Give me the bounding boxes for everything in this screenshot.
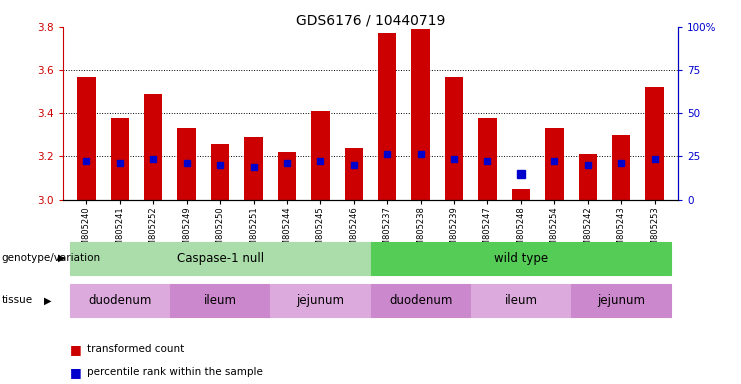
Bar (579, 154, 597, 200)
Text: jejunum: jejunum (597, 294, 645, 307)
Text: ▶: ▶ (44, 295, 51, 306)
Bar (645, 87, 664, 200)
Text: ■: ■ (70, 343, 86, 356)
Bar (411, 29, 430, 200)
Bar (110, 118, 129, 200)
Text: transformed count: transformed count (87, 344, 184, 354)
Bar (245, 137, 263, 200)
Text: Caspase-1 null: Caspase-1 null (176, 252, 264, 265)
Text: wild type: wild type (494, 252, 548, 265)
Text: duodenum: duodenum (389, 294, 452, 307)
Text: ▶: ▶ (58, 253, 65, 263)
Bar (378, 33, 396, 200)
Text: duodenum: duodenum (88, 294, 151, 307)
Bar (478, 118, 496, 200)
Text: ileum: ileum (204, 294, 236, 307)
Bar (445, 76, 463, 200)
Text: ■: ■ (70, 366, 86, 379)
Bar (545, 128, 564, 200)
Text: percentile rank within the sample: percentile rank within the sample (87, 367, 262, 377)
Bar (311, 111, 330, 200)
Bar (278, 152, 296, 200)
Bar (77, 76, 96, 200)
Text: ileum: ileum (505, 294, 537, 307)
Text: jejunum: jejunum (296, 294, 345, 307)
Bar (177, 128, 196, 200)
Text: tissue: tissue (1, 295, 33, 306)
Bar (612, 135, 631, 200)
Bar (211, 144, 229, 200)
Bar (512, 189, 530, 200)
Bar (345, 148, 363, 200)
Text: GDS6176 / 10440719: GDS6176 / 10440719 (296, 13, 445, 27)
Text: genotype/variation: genotype/variation (1, 253, 101, 263)
Bar (144, 94, 162, 200)
